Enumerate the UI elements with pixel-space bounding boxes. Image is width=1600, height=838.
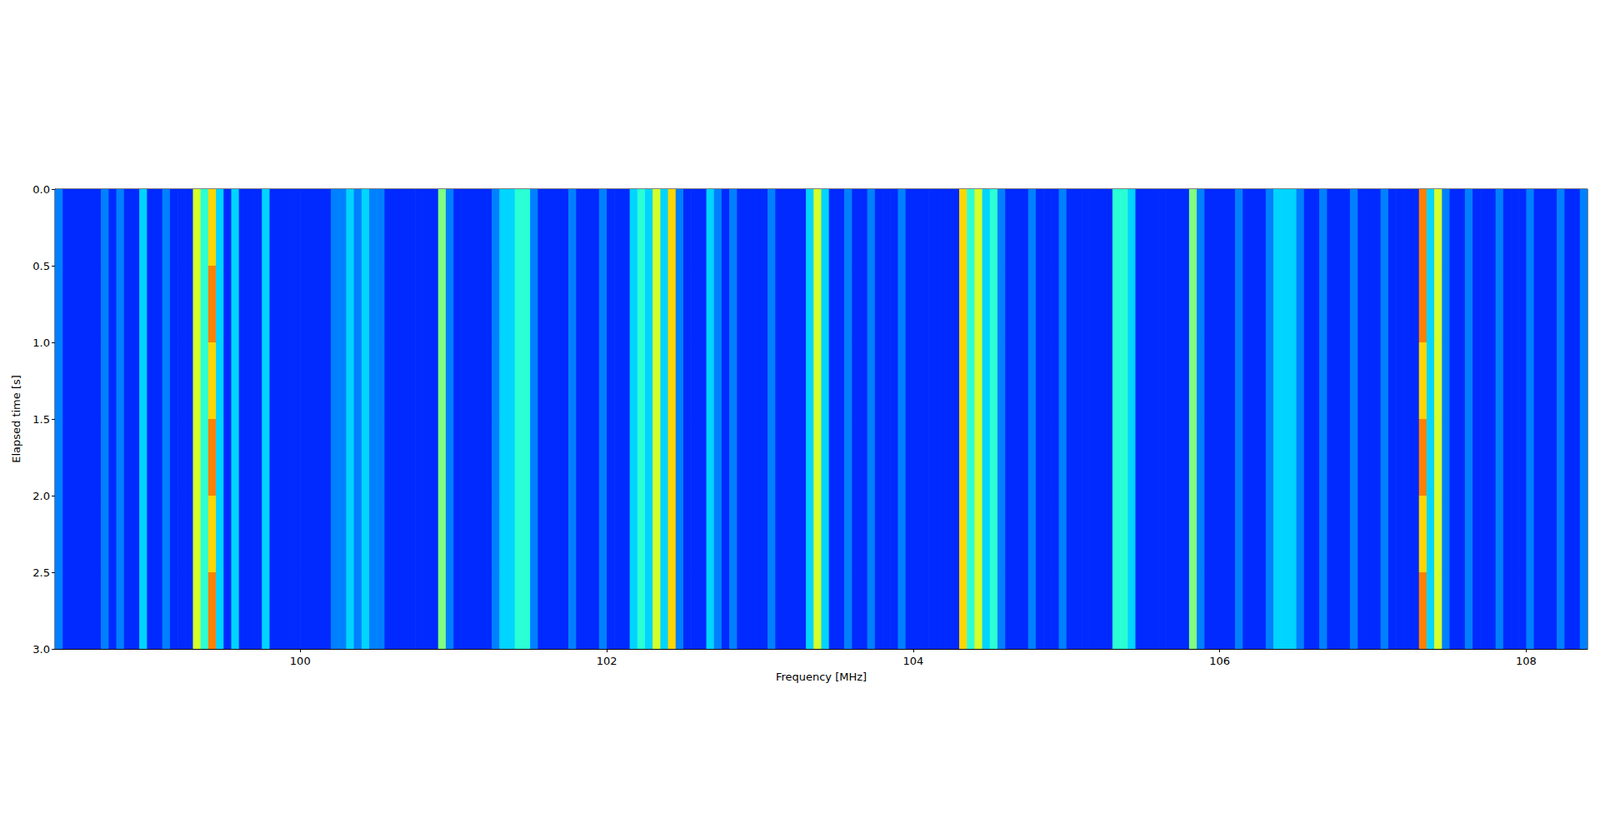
svg-text:3.0: 3.0: [32, 643, 50, 656]
svg-text:2.0: 2.0: [32, 490, 50, 503]
svg-text:Elapsed time [s]: Elapsed time [s]: [10, 375, 23, 464]
svg-text:0.0: 0.0: [32, 183, 50, 196]
svg-text:102: 102: [596, 655, 618, 668]
svg-text:1.0: 1.0: [32, 336, 50, 350]
svg-text:0.5: 0.5: [32, 260, 50, 273]
svg-text:2.5: 2.5: [32, 566, 50, 580]
svg-text:108: 108: [1515, 655, 1537, 668]
svg-text:1.5: 1.5: [32, 413, 50, 426]
svg-text:Frequency [MHz]: Frequency [MHz]: [775, 670, 867, 684]
svg-text:100: 100: [290, 655, 311, 668]
svg-text:104: 104: [902, 655, 924, 668]
svg-text:106: 106: [1209, 655, 1230, 668]
